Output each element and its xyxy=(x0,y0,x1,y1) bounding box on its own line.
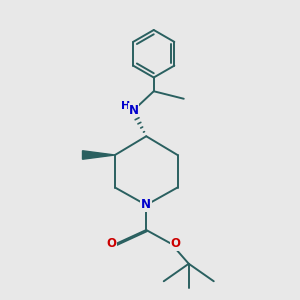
Polygon shape xyxy=(82,151,115,159)
Text: O: O xyxy=(107,237,117,250)
Text: H: H xyxy=(121,100,130,110)
Text: O: O xyxy=(171,237,181,250)
Text: N: N xyxy=(129,103,139,116)
Text: N: N xyxy=(141,199,151,212)
